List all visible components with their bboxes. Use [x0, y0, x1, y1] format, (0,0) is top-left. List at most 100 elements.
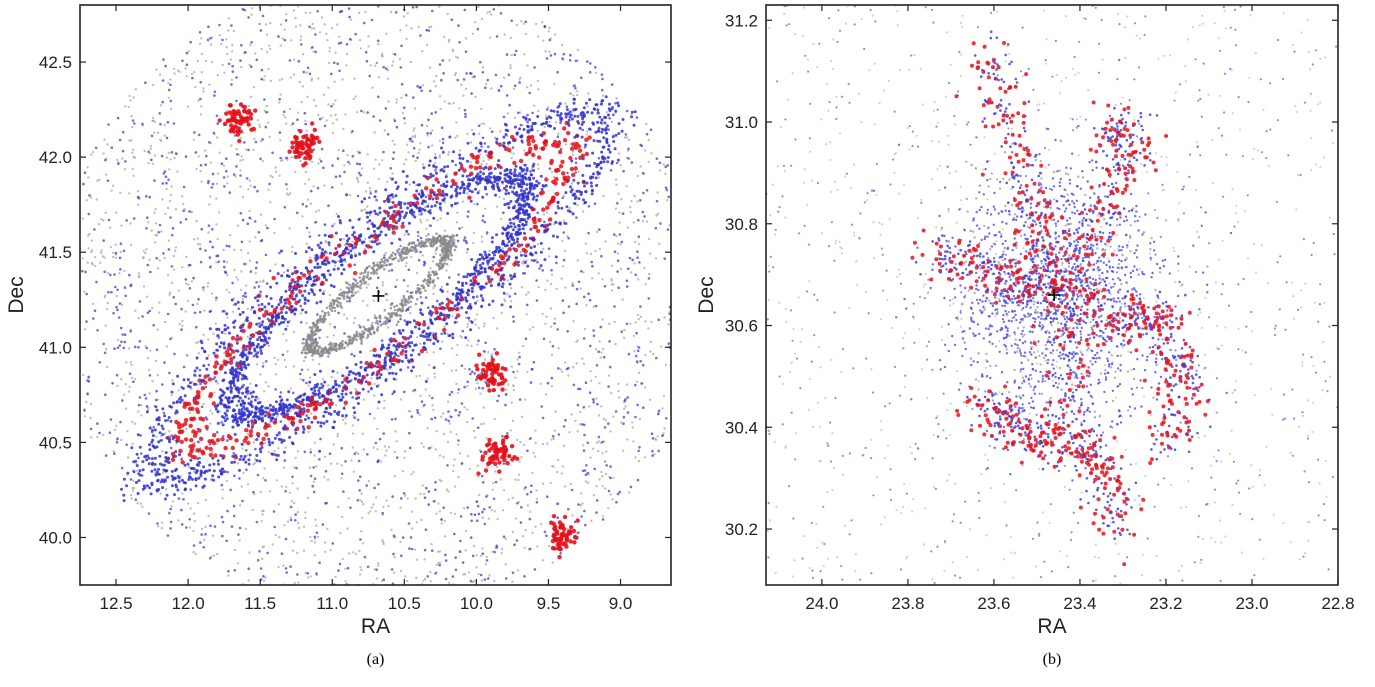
gray-point [300, 351, 304, 354]
blue-point [200, 533, 203, 536]
blue-point [607, 489, 611, 493]
gray-point [592, 305, 595, 308]
gray-point [378, 163, 381, 166]
gray-point [187, 50, 190, 53]
blue-point [394, 285, 397, 289]
gray-point [455, 433, 458, 436]
gray-point [627, 138, 631, 142]
gray-point [440, 285, 443, 289]
blue-point [358, 489, 362, 492]
gray-point [350, 341, 354, 345]
blue-point [516, 217, 520, 220]
gray-point [140, 404, 143, 407]
gray-point [337, 260, 340, 263]
gray-point [423, 492, 426, 496]
blue-point [226, 470, 229, 474]
blue-point [567, 305, 571, 308]
gray-point [395, 278, 399, 282]
blue-point [382, 578, 386, 581]
gray-point [347, 552, 351, 555]
blue-point [223, 265, 226, 269]
blue-point [208, 265, 212, 269]
gray-point [316, 341, 319, 345]
gray-point [292, 330, 296, 334]
blue-point [526, 120, 529, 124]
blue-point [284, 301, 287, 305]
blue-point [122, 249, 126, 253]
blue-point [284, 490, 287, 493]
gray-point [421, 254, 424, 257]
gray-point [317, 346, 321, 350]
blue-point [524, 20, 528, 24]
gray-point [482, 159, 485, 163]
blue-point [424, 528, 428, 531]
blue-point [382, 65, 386, 69]
gray-point [362, 111, 365, 114]
gray-point [535, 497, 538, 501]
blue-point [378, 355, 381, 359]
gray-point [406, 284, 410, 288]
gray-point [383, 129, 386, 132]
gray-point [413, 127, 416, 130]
blue-point [285, 183, 288, 186]
blue-point [529, 490, 533, 494]
gray-point [662, 163, 665, 166]
gray-point [585, 133, 588, 136]
gray-point [490, 353, 493, 356]
blue-point [164, 64, 167, 68]
blue-point [482, 172, 485, 176]
blue-point [253, 220, 257, 223]
blue-point [254, 447, 257, 451]
gray-point [317, 77, 320, 80]
gray-point [464, 316, 468, 319]
gray-point [434, 153, 437, 156]
gray-point [277, 358, 280, 361]
gray-point [428, 394, 431, 398]
blue-point [255, 344, 259, 348]
gray-point [552, 437, 555, 440]
blue-point [345, 366, 349, 370]
gray-point [583, 327, 587, 331]
gray-point [416, 283, 420, 287]
gray-point [344, 113, 347, 116]
gray-point [420, 442, 423, 445]
gray-point [90, 153, 93, 156]
gray-point [83, 415, 87, 418]
gray-point [308, 336, 311, 340]
blue-point [146, 263, 150, 267]
gray-point [233, 248, 236, 251]
gray-point [440, 522, 443, 525]
blue-point [642, 406, 645, 410]
gray-point [213, 391, 216, 394]
gray-point [519, 76, 522, 79]
gray-point [443, 234, 446, 238]
blue-point [123, 333, 127, 337]
gray-point [520, 286, 524, 289]
blue-point [453, 532, 456, 536]
gray-point [389, 11, 393, 14]
blue-point [139, 434, 142, 437]
gray-point [428, 281, 432, 284]
gray-point [441, 256, 444, 260]
gray-point [267, 385, 270, 388]
gray-point [299, 159, 302, 163]
gray-point [495, 205, 499, 208]
blue-point [336, 157, 340, 160]
gray-point [489, 275, 492, 278]
gray-point [211, 450, 214, 454]
gray-point [564, 143, 568, 146]
gray-point [380, 52, 384, 56]
gray-point [639, 165, 642, 168]
gray-point [649, 252, 652, 255]
gray-point [226, 273, 229, 277]
gray-point [258, 123, 261, 126]
gray-point [190, 72, 194, 76]
gray-point [263, 467, 266, 470]
gray-point [433, 372, 436, 375]
gray-point [437, 262, 441, 266]
blue-point [291, 391, 295, 395]
blue-point [595, 364, 599, 367]
gray-point [604, 240, 607, 243]
blue-point [194, 151, 198, 154]
